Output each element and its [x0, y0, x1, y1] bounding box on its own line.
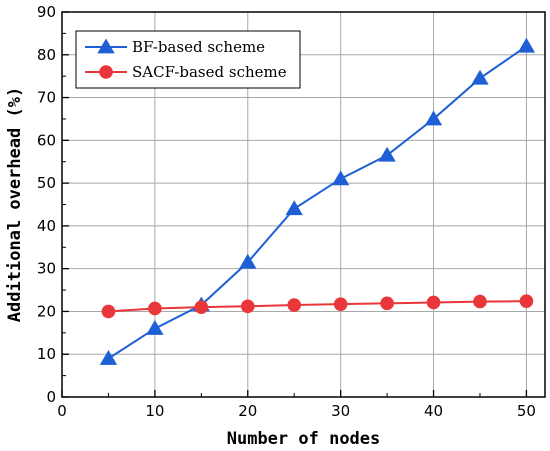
- triangle-marker: [285, 200, 303, 216]
- y-tick-label: 0: [46, 388, 56, 406]
- x-tick-label: 30: [331, 402, 350, 420]
- y-tick-label: 80: [37, 46, 56, 64]
- triangle-marker: [331, 170, 350, 186]
- legend-triangle-marker: [97, 38, 115, 54]
- x-tick-label: 20: [238, 402, 257, 420]
- circle-marker: [473, 294, 487, 309]
- circle-marker: [519, 294, 534, 308]
- series-1: [99, 37, 536, 365]
- triangle-marker: [146, 320, 164, 335]
- x-tick-label: 50: [517, 402, 536, 420]
- legend: BF-based scheme SACF-based scheme: [75, 30, 301, 89]
- x-axis-title: Number of nodes: [227, 429, 381, 449]
- triangle-marker: [378, 146, 396, 162]
- circle-marker: [333, 297, 348, 311]
- triangle-marker: [424, 110, 443, 126]
- circle-marker: [380, 296, 394, 311]
- circle-marker: [148, 301, 162, 316]
- circle-marker: [287, 298, 302, 312]
- y-tick-label: 30: [37, 260, 56, 278]
- triangle-marker: [517, 37, 536, 53]
- y-tick-label: 40: [37, 217, 56, 235]
- y-tick-label: 60: [37, 131, 56, 149]
- y-axis-title: Additional overhead (%): [5, 87, 25, 322]
- grid: [62, 12, 545, 397]
- triangle-marker: [239, 253, 257, 269]
- y-tick-label: 70: [37, 89, 56, 107]
- legend-box: [75, 30, 301, 89]
- triangle-marker: [99, 350, 118, 365]
- circle-marker: [240, 299, 255, 314]
- legend-circle-marker: [99, 65, 113, 79]
- axes: 0 10 20 30 40 50 0 10 20 30 40 50 60 70 80 90 Number of …: [5, 3, 546, 449]
- triangle-marker: [471, 69, 489, 85]
- x-tick-label: 40: [424, 402, 443, 420]
- legend-label: BF-based scheme: [132, 38, 265, 56]
- x-tick-label: 0: [57, 402, 67, 420]
- circle-marker: [101, 304, 116, 319]
- y-tick-label: 10: [37, 345, 56, 363]
- series-layer: [99, 37, 536, 365]
- circle-marker: [426, 295, 441, 310]
- legend-entry-1: BF-based scheme: [85, 38, 265, 56]
- y-tick-label: 20: [37, 302, 56, 320]
- y-tick-label: 50: [37, 174, 56, 192]
- legend-entry-2: SACF-based scheme: [85, 63, 287, 81]
- circle-marker: [194, 300, 209, 314]
- legend-label: SACF-based scheme: [132, 63, 287, 81]
- series-2: [101, 294, 534, 319]
- series-line: [108, 300, 527, 313]
- y-tick-label: 90: [37, 3, 56, 21]
- series-line: [107, 45, 527, 360]
- x-tick-label: 10: [145, 402, 164, 420]
